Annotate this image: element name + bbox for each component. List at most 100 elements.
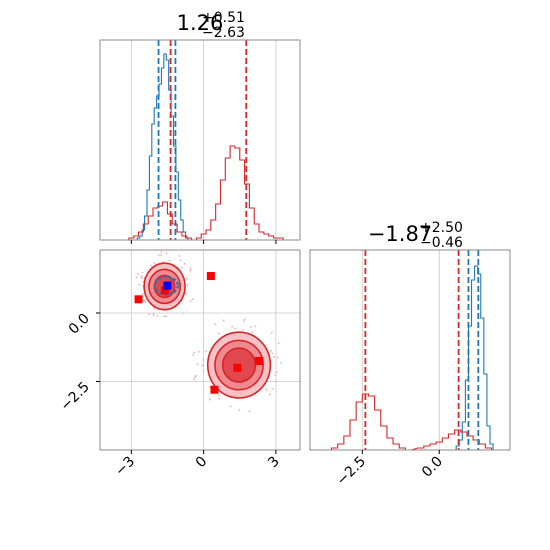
joint-sample-point <box>218 332 220 335</box>
joint-sample-point <box>150 264 152 267</box>
marginal-histogram-right: −2.5 0.0 −1.87 +2.50 −0.46 <box>309 220 511 489</box>
panel-right-ticks <box>361 450 440 454</box>
joint-sample-point <box>217 394 220 397</box>
panel-joint-markers <box>134 272 264 394</box>
panel-joint-frame <box>99 249 301 451</box>
joint-sample-point <box>143 299 145 302</box>
joint-marker-red-4 <box>255 356 264 365</box>
panel-right-title-minus: −0.46 <box>420 235 463 251</box>
joint-sample-point <box>181 266 183 269</box>
joint-sample-point <box>195 374 198 377</box>
joint-sample-point <box>265 388 268 391</box>
joint-sample-point <box>234 327 237 330</box>
joint-sample-point <box>272 388 274 390</box>
joint-sample-point <box>242 320 245 323</box>
joint-sample-point <box>141 271 144 274</box>
joint-sample-point <box>280 361 283 364</box>
panel-joint-background <box>100 250 300 450</box>
right-xtick-label-1: 0.0 <box>419 454 446 481</box>
joint-sample-point <box>140 277 143 280</box>
joint-sample-point <box>140 274 143 277</box>
marginal-histogram-top: 1.26 +0.51 −2.63 <box>99 10 301 244</box>
panel-top-grid <box>130 40 277 240</box>
joint-marker-red-1 <box>206 272 215 281</box>
joint-sample-point <box>189 266 192 269</box>
joint-sample-point <box>248 410 251 413</box>
panel-right-title: −1.87 <box>368 222 432 246</box>
joint-scatter-panel: −3 0 3 0.0 −2.5 <box>57 249 301 480</box>
joint-sample-point <box>214 323 217 326</box>
joint-ytick-label-0: 0.0 <box>66 311 93 338</box>
joint-sample-point <box>196 363 199 366</box>
joint-sample-point <box>218 397 221 400</box>
joint-sample-point <box>276 371 278 373</box>
joint-sample-point <box>160 251 163 254</box>
joint-marker-blue-0 <box>163 281 172 290</box>
joint-sample-point <box>231 325 234 328</box>
joint-sample-point <box>152 312 155 315</box>
joint-sample-point <box>229 405 232 408</box>
joint-sample-point <box>189 300 192 302</box>
joint-sample-point <box>201 364 204 367</box>
joint-sample-point <box>191 298 194 301</box>
joint-sample-point <box>148 313 150 316</box>
joint-sample-point <box>178 255 181 257</box>
joint-xtick-label-0: −3 <box>112 454 138 480</box>
panel-joint-grid <box>100 250 300 450</box>
joint-sample-point <box>192 354 195 356</box>
joint-sample-point <box>202 370 205 373</box>
joint-sample-point <box>202 358 205 361</box>
joint-sample-point <box>182 312 185 315</box>
joint-sample-point <box>135 276 138 279</box>
joint-sample-point <box>145 301 147 304</box>
joint-sample-point <box>189 269 192 272</box>
joint-sample-point <box>152 314 155 317</box>
panel-top-title-value: 1.26 <box>177 11 224 35</box>
panel-top-quantile-lines <box>157 40 248 240</box>
joint-sample-point <box>179 259 182 262</box>
joint-sample-point <box>138 283 141 286</box>
joint-sample-point <box>168 259 171 262</box>
panel-right-grid <box>361 250 440 450</box>
joint-sample-point <box>185 292 188 295</box>
panel-right-quantile-lines <box>364 250 480 450</box>
joint-sample-point <box>137 273 139 276</box>
panel-joint-y-tick-labels: 0.0 −2.5 <box>57 311 92 415</box>
panel-right-frame <box>309 249 511 451</box>
joint-sample-point <box>160 254 162 256</box>
joint-sample-point <box>194 375 197 378</box>
right-series-0 <box>453 265 497 451</box>
panel-right-title-plus: +2.50 <box>420 220 463 236</box>
joint-sample-point <box>165 315 167 318</box>
joint-sample-point <box>153 262 156 265</box>
panel-right-title-value: −1.87 <box>368 222 432 246</box>
joint-marker-red-2 <box>161 286 170 295</box>
joint-marker-red-3 <box>233 363 242 372</box>
joint-sample-point <box>209 398 212 401</box>
joint-sample-point <box>270 331 273 334</box>
joint-sample-point <box>157 254 160 257</box>
joint-sample-point <box>269 393 271 396</box>
panel-joint-ticks <box>96 312 277 454</box>
joint-ytick-label-1: −2.5 <box>57 379 92 414</box>
joint-marker-red-5 <box>210 385 219 394</box>
joint-sample-point <box>243 318 246 321</box>
joint-sample-point <box>242 329 245 331</box>
joint-sample-point <box>186 284 189 287</box>
panel-top-background <box>100 40 300 240</box>
joint-sample-point <box>251 331 254 334</box>
joint-marker-red-0 <box>134 295 143 304</box>
joint-sample-point <box>183 262 186 265</box>
joint-sample-point <box>156 315 159 317</box>
joint-sample-point <box>153 307 156 310</box>
joint-sample-point <box>249 326 252 328</box>
joint-sample-point <box>163 315 166 318</box>
top-series-0 <box>134 53 191 241</box>
joint-sample-point <box>271 352 274 355</box>
panel-top-title: 1.26 <box>177 11 224 35</box>
panel-top-title-minus: −2.63 <box>202 25 245 41</box>
panel-top-series <box>124 53 288 241</box>
top-series-1 <box>124 145 288 241</box>
panel-right-background <box>310 250 510 450</box>
